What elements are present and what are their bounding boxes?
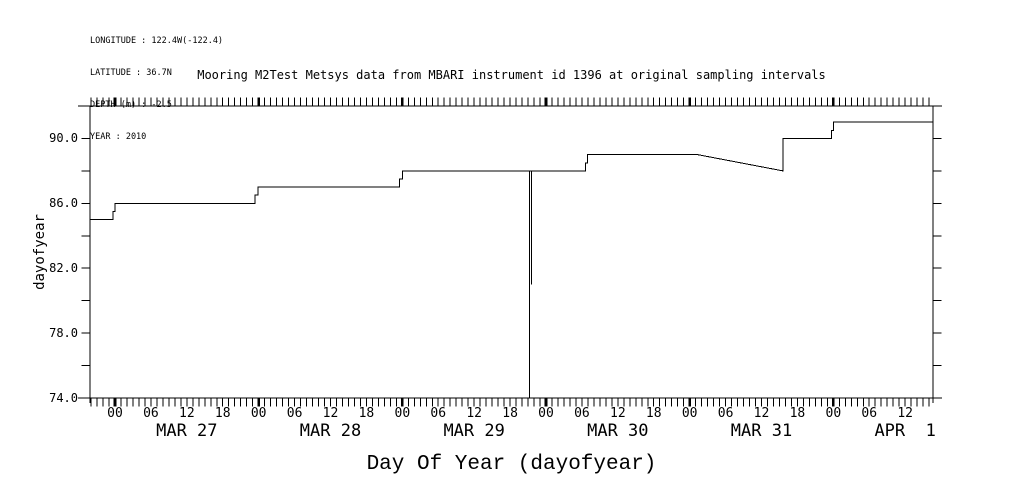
- x-hour-label: 00: [107, 406, 123, 421]
- x-hour-label: 18: [789, 406, 806, 421]
- x-hour-label: 06: [861, 406, 878, 421]
- x-hour-label: 00: [681, 406, 698, 421]
- x-hour-label: 12: [610, 406, 626, 421]
- y-tick-label: 74.0: [49, 391, 78, 405]
- x-axis-title: Day Of Year (dayofyear): [366, 453, 657, 476]
- header-year: YEAR : 2010: [90, 131, 147, 142]
- x-hour-label: 18: [214, 406, 231, 421]
- x-hour-label: 18: [502, 406, 518, 421]
- x-date-label: MAR 28: [299, 421, 362, 441]
- x-date-label: MAR 31: [730, 421, 793, 441]
- x-hour-label: 00: [250, 406, 267, 421]
- chart-title: Mooring M2Test Metsys data from MBARI in…: [197, 68, 826, 82]
- x-hour-label: 06: [286, 406, 303, 421]
- x-hour-label: 00: [538, 406, 554, 421]
- x-hour-label: 12: [179, 406, 195, 421]
- y-tick-label: 90.0: [49, 131, 78, 146]
- x-hour-label: 12: [322, 406, 339, 421]
- x-hour-label: 06: [717, 406, 734, 421]
- y-tick-label: 86.0: [49, 196, 78, 211]
- x-hour-label: 00: [825, 406, 842, 421]
- x-hour-label: 06: [143, 406, 159, 421]
- x-hour-label: 06: [430, 406, 447, 421]
- y-tick-label: 82.0: [49, 261, 78, 276]
- header-longitude: LONGITUDE : 122.4W(-122.4): [90, 36, 224, 47]
- x-date-label: APR 1: [874, 421, 936, 441]
- x-hour-label: 18: [358, 406, 375, 421]
- x-date-label: MAR 30: [587, 421, 649, 441]
- y-tick-label: 78.0: [49, 326, 78, 341]
- x-hour-label: 12: [466, 406, 482, 421]
- x-hour-label: 06: [574, 406, 590, 421]
- x-hour-label: 12: [753, 406, 770, 421]
- data-line: [90, 121, 934, 221]
- x-hour-label: 00: [394, 406, 411, 421]
- x-date-label: MAR 27: [156, 421, 218, 441]
- x-hour-label: 18: [645, 406, 662, 421]
- header-latitude: LATITUDE : 36.7N: [90, 67, 172, 78]
- x-date-label: MAR 29: [443, 421, 505, 441]
- x-hour-label: 12: [897, 406, 913, 421]
